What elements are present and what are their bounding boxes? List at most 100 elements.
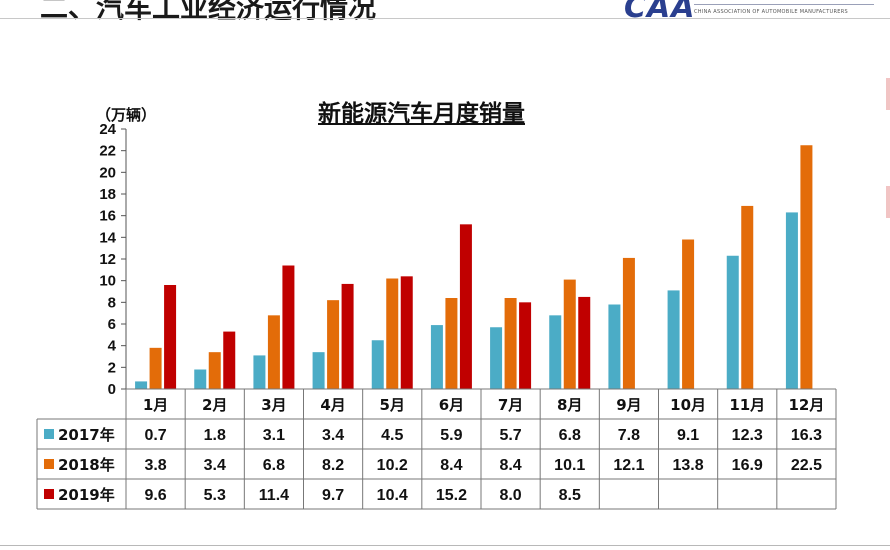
y-tick-label: 6: [108, 316, 116, 333]
bar: [149, 347, 162, 389]
data-label: 12.3: [732, 427, 763, 444]
x-category-label: 12月: [788, 396, 824, 414]
bar: [785, 212, 798, 389]
x-category-label: 9月: [616, 396, 641, 414]
bar: [208, 352, 221, 389]
data-label: 3.4: [204, 457, 226, 474]
y-tick-label: 12: [99, 251, 116, 268]
bar: [549, 315, 562, 389]
data-label: 1.8: [204, 427, 226, 444]
bar: [667, 290, 680, 389]
data-label: 8.5: [559, 487, 581, 504]
footer-divider: [0, 545, 890, 546]
caam-logo: CAA CHINA ASSOCIATION OF AUTOMOBILE MANU…: [624, 0, 890, 30]
y-tick-label: 20: [99, 164, 116, 181]
bar: [194, 369, 207, 389]
data-label: 10.1: [554, 457, 585, 474]
data-label: 6.8: [559, 427, 581, 444]
x-category-label: 4月: [320, 396, 345, 414]
y-tick-label: 2: [108, 359, 116, 376]
data-label: 7.8: [618, 427, 640, 444]
data-label: 3.1: [263, 427, 285, 444]
data-label: 3.4: [322, 427, 344, 444]
header-divider: [0, 18, 890, 19]
bar: [622, 257, 635, 389]
bar: [164, 285, 177, 389]
data-label: 15.2: [436, 487, 467, 504]
data-label: 10.4: [377, 487, 408, 504]
bar: [800, 145, 813, 389]
bar: [504, 298, 517, 389]
data-label: 8.4: [440, 457, 462, 474]
data-label: 16.3: [791, 427, 822, 444]
bar: [312, 352, 325, 389]
data-label: 6.8: [263, 457, 285, 474]
bar: [741, 205, 754, 389]
data-label: 5.3: [204, 487, 226, 504]
x-category-label: 3月: [261, 396, 286, 414]
bar: [400, 276, 413, 389]
bar: [608, 304, 621, 389]
data-label: 10.2: [377, 457, 408, 474]
y-tick-label: 0: [108, 381, 116, 398]
x-category-label: 8月: [557, 396, 582, 414]
bar: [726, 255, 739, 389]
bar: [223, 331, 236, 389]
bar: [563, 279, 576, 389]
chart-title: 新能源汽车月度销量: [318, 101, 525, 127]
legend-swatch: [44, 429, 54, 439]
legend-label: 2018年: [58, 456, 115, 474]
data-label: 9.7: [322, 487, 344, 504]
data-label: 22.5: [791, 457, 822, 474]
y-tick-label: 18: [99, 186, 116, 203]
bar: [341, 283, 354, 389]
x-category-label: 6月: [439, 396, 464, 414]
data-label: 13.8: [673, 457, 704, 474]
x-category-label: 5月: [380, 396, 405, 414]
data-label: 8.2: [322, 457, 344, 474]
bar: [519, 302, 532, 389]
data-label: 12.1: [613, 457, 644, 474]
bar: [371, 340, 384, 389]
data-label: 0.7: [144, 427, 166, 444]
data-label: 4.5: [381, 427, 403, 444]
bar: [490, 327, 503, 389]
data-label: 3.8: [144, 457, 166, 474]
bar: [267, 315, 280, 389]
bar: [386, 278, 399, 389]
bar: [282, 265, 295, 389]
x-category-label: 10月: [670, 396, 706, 414]
legend-label: 2019年: [58, 486, 115, 504]
data-label: 8.0: [499, 487, 521, 504]
caam-logo-icon: CAA: [624, 0, 696, 25]
data-label: 11.4: [259, 487, 289, 504]
x-category-label: 7月: [498, 396, 523, 414]
data-label: 5.9: [440, 427, 462, 444]
bar: [430, 325, 443, 389]
data-label: 9.1: [677, 427, 699, 444]
y-tick-label: 24: [99, 121, 116, 138]
data-label: 5.7: [499, 427, 521, 444]
bar: [135, 381, 148, 389]
y-tick-label: 16: [99, 208, 116, 225]
legend-swatch: [44, 459, 54, 469]
y-tick-label: 4: [108, 338, 117, 355]
slide-title: 二、汽车工业经济运行情况: [40, 0, 377, 24]
y-tick-label: 22: [99, 143, 116, 160]
y-tick-label: 8: [108, 294, 116, 311]
bar: [682, 239, 695, 389]
edge-decoration: [886, 78, 890, 110]
edge-decoration: [886, 186, 890, 218]
data-label: 9.6: [144, 487, 166, 504]
data-label: 8.4: [499, 457, 521, 474]
y-axis-unit: （万辆）: [96, 106, 157, 124]
x-category-label: 2月: [202, 396, 227, 414]
bar: [445, 298, 458, 389]
legend-label: 2017年: [58, 426, 115, 444]
x-category-label: 1月: [143, 396, 168, 414]
legend-swatch: [44, 489, 54, 499]
y-tick-label: 14: [99, 229, 116, 246]
bar: [253, 355, 266, 389]
data-label: 16.9: [732, 457, 763, 474]
